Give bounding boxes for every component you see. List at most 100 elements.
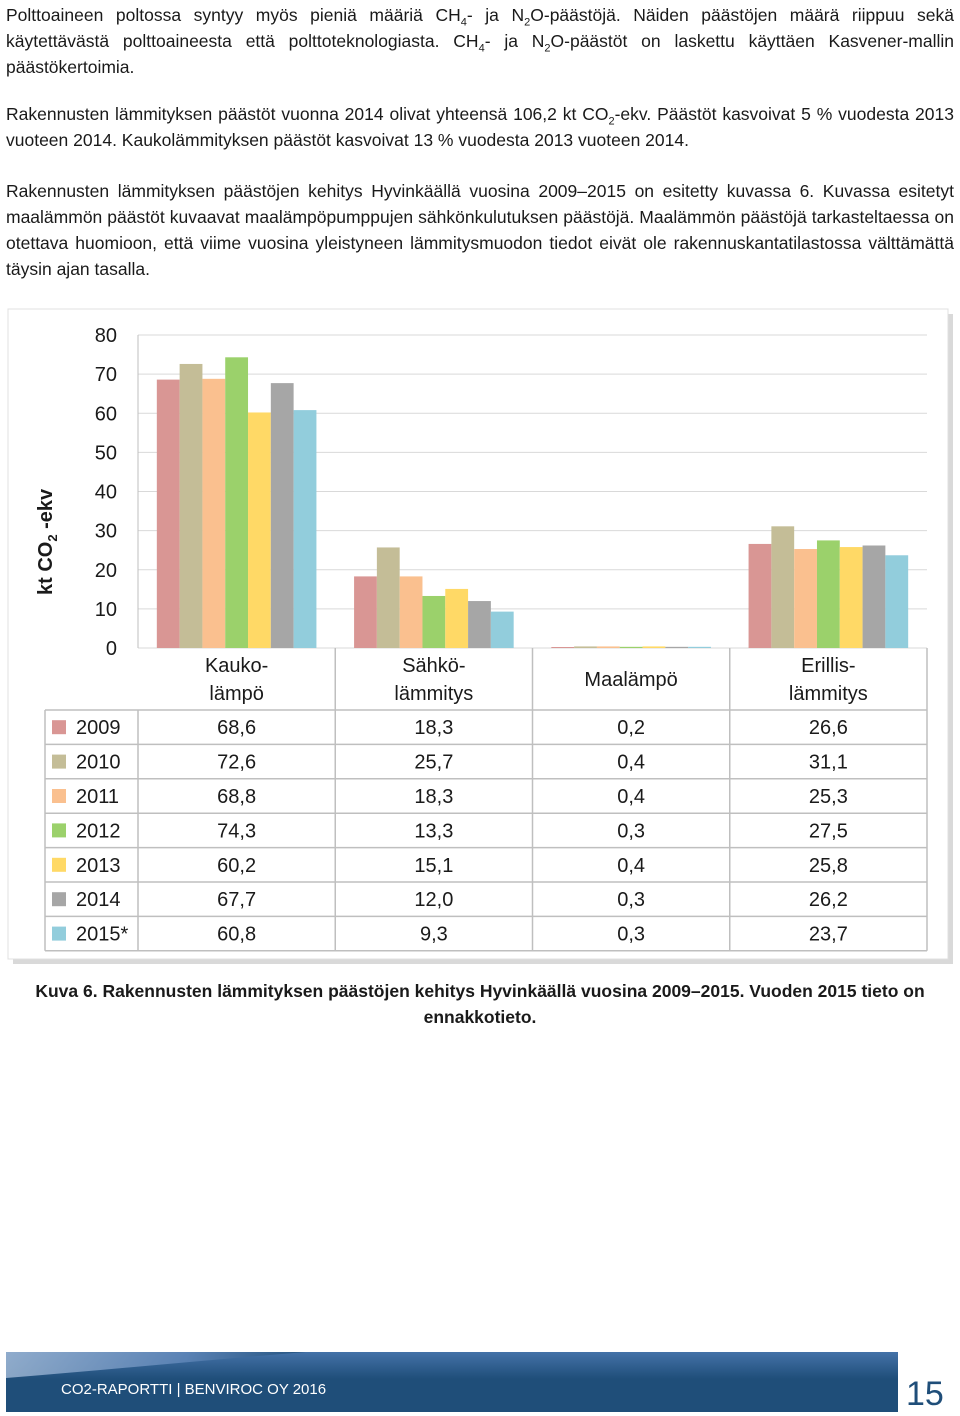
table-value: 0,3 bbox=[617, 889, 645, 911]
bar bbox=[816, 540, 840, 648]
legend-swatch bbox=[52, 857, 66, 872]
table-value: 0,4 bbox=[617, 855, 645, 877]
bar bbox=[490, 611, 514, 648]
legend-swatch bbox=[52, 823, 66, 838]
legend-label: 2014 bbox=[76, 889, 121, 911]
table-value: 9,3 bbox=[420, 924, 448, 946]
p1-part-a: Polttoaineen poltossa syntyy myös pieniä… bbox=[6, 5, 461, 25]
p1-sub-4: 2 bbox=[544, 42, 551, 55]
table-value: 23,7 bbox=[809, 924, 848, 946]
bar bbox=[270, 383, 294, 648]
bar bbox=[688, 646, 711, 648]
bar bbox=[248, 412, 271, 648]
bar bbox=[354, 576, 377, 648]
table-value: 72,6 bbox=[217, 752, 256, 774]
table-value: 25,3 bbox=[809, 786, 848, 808]
footer-band bbox=[6, 1352, 898, 1412]
figure-caption: Kuva 6. Rakennusten lämmityksen päästöje… bbox=[35, 981, 925, 1027]
y-tick-label: 50 bbox=[95, 442, 117, 464]
table-value: 68,8 bbox=[217, 786, 256, 808]
table-value: 0,4 bbox=[617, 786, 645, 808]
table-value: 25,8 bbox=[809, 855, 848, 877]
p1-part-b: - ja N bbox=[466, 5, 525, 25]
p2-sub-1: 2 bbox=[608, 115, 615, 128]
bar bbox=[399, 576, 423, 648]
bar bbox=[771, 526, 795, 648]
y-tick-label: 80 bbox=[95, 325, 117, 347]
category-label: lämmitys bbox=[789, 683, 868, 705]
category-label: Sähkö- bbox=[402, 655, 465, 677]
table-value: 12,0 bbox=[414, 889, 453, 911]
table-value: 18,3 bbox=[414, 717, 453, 739]
bar bbox=[422, 595, 446, 648]
y-axis-title-main: kt CO bbox=[35, 542, 57, 595]
y-axis-title-sub: 2 bbox=[45, 534, 60, 541]
table-value: 60,8 bbox=[217, 924, 256, 946]
p2-part-a: Rakennusten lämmityksen päästöt vuonna 2… bbox=[6, 104, 609, 124]
table-value: 26,2 bbox=[809, 889, 848, 911]
table-value: 0,3 bbox=[617, 820, 645, 842]
y-axis-title-tail: -ekv bbox=[35, 488, 57, 534]
y-tick-label: 10 bbox=[95, 599, 117, 621]
y-axis-title: kt CO2 -ekv bbox=[35, 488, 60, 595]
table-value: 25,7 bbox=[414, 752, 453, 774]
legend-swatch bbox=[52, 892, 66, 907]
bar bbox=[885, 555, 909, 648]
bar bbox=[445, 588, 469, 648]
intro-paragraph-2: Rakennusten lämmityksen päästöt vuonna 2… bbox=[6, 101, 954, 153]
legend-swatch bbox=[52, 754, 66, 769]
table-value: 26,6 bbox=[809, 717, 848, 739]
bar bbox=[665, 646, 689, 648]
legend-label: 2009 bbox=[76, 717, 121, 739]
bar bbox=[551, 647, 575, 648]
y-tick-label: 30 bbox=[95, 521, 117, 543]
bar bbox=[293, 410, 317, 648]
table-value: 18,3 bbox=[414, 786, 453, 808]
intro-paragraph-3: Rakennusten lämmityksen päästöjen kehity… bbox=[6, 181, 954, 279]
intro-paragraph-1: Polttoaineen poltossa syntyy myös pieniä… bbox=[6, 2, 954, 80]
y-tick-label: 40 bbox=[95, 482, 117, 504]
bar bbox=[619, 646, 643, 648]
legend-label: 2011 bbox=[76, 786, 119, 808]
legend-label: 2013 bbox=[76, 855, 121, 877]
table-value: 31,1 bbox=[809, 752, 848, 774]
legend-swatch bbox=[52, 926, 66, 941]
bar bbox=[179, 363, 203, 648]
page-number: 15 bbox=[906, 1375, 944, 1413]
p1-part-c: O-päästöjä. Näiden päästöjen määrä riipp… bbox=[6, 5, 955, 51]
table-value: 15,1 bbox=[414, 855, 453, 877]
table-value: 67,7 bbox=[217, 889, 256, 911]
legend-swatch bbox=[52, 720, 66, 735]
category-label: Kauko- bbox=[205, 655, 268, 677]
category-label: lämpö bbox=[209, 683, 263, 705]
y-tick-label: 70 bbox=[95, 364, 117, 386]
bar bbox=[596, 646, 620, 648]
bar bbox=[862, 545, 886, 648]
table-value: 68,6 bbox=[217, 717, 256, 739]
bar bbox=[574, 646, 597, 648]
p1-sub-2: 2 bbox=[524, 16, 531, 29]
table-value: 0,4 bbox=[617, 752, 645, 774]
bar bbox=[748, 543, 772, 648]
legend-swatch bbox=[52, 789, 66, 803]
category-label: Erillis- bbox=[801, 655, 855, 677]
p2-part-b: -ekv. Päästöt kasvoivat 5 % vuodesta 201… bbox=[6, 104, 954, 150]
table-value: 0,3 bbox=[617, 924, 645, 946]
bar bbox=[225, 357, 249, 648]
y-tick-label: 0 bbox=[106, 638, 117, 660]
y-tick-label: 60 bbox=[95, 403, 117, 425]
bar bbox=[839, 547, 863, 648]
table-value: 27,5 bbox=[809, 820, 848, 842]
bar bbox=[376, 547, 400, 648]
table-value: 0,2 bbox=[617, 717, 645, 739]
p1-part-e: O-päästöt on laskettu käyttäen Kasvener-… bbox=[6, 31, 954, 77]
p1-sub-1: 4 bbox=[460, 16, 467, 29]
legend-label: 2010 bbox=[76, 752, 121, 774]
bar bbox=[642, 646, 666, 648]
category-label: Maalämpö bbox=[584, 669, 677, 691]
bar bbox=[794, 549, 817, 648]
bar bbox=[202, 378, 226, 648]
legend-label: 2012 bbox=[76, 820, 121, 842]
category-label: lämmitys bbox=[394, 683, 473, 705]
y-tick-label: 20 bbox=[95, 560, 117, 582]
